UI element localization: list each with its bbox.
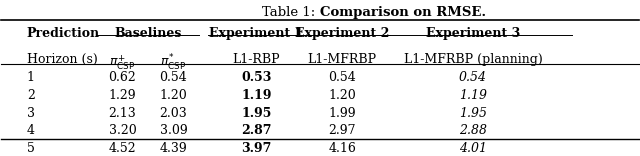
Text: Prediction: Prediction (27, 27, 100, 40)
Text: 0.62: 0.62 (109, 71, 136, 85)
Text: 5: 5 (27, 142, 35, 155)
Text: Baselines: Baselines (115, 27, 182, 40)
Text: 1.19: 1.19 (459, 89, 487, 102)
Text: 3.09: 3.09 (159, 124, 188, 137)
Text: 0.54: 0.54 (159, 71, 188, 85)
Text: $\pi_{\mathrm{CSP}}^{*}$: $\pi_{\mathrm{CSP}}^{*}$ (161, 53, 186, 73)
Text: 3.97: 3.97 (241, 142, 271, 155)
Text: 2.03: 2.03 (159, 107, 188, 119)
Text: Experiment 2: Experiment 2 (295, 27, 390, 40)
Text: L1-MFRBP: L1-MFRBP (308, 53, 377, 66)
Text: 1.95: 1.95 (241, 107, 271, 119)
Text: 2: 2 (27, 89, 35, 102)
Text: 3: 3 (27, 107, 35, 119)
Text: L1-MFRBP (planning): L1-MFRBP (planning) (404, 53, 542, 66)
Text: 1.95: 1.95 (459, 107, 487, 119)
Text: Comparison on RMSE.: Comparison on RMSE. (320, 6, 486, 19)
Text: 0.53: 0.53 (241, 71, 271, 85)
Text: 0.54: 0.54 (328, 71, 356, 85)
Text: Experiment 1: Experiment 1 (209, 27, 303, 40)
Text: 2.88: 2.88 (459, 124, 487, 137)
Text: 1.20: 1.20 (328, 89, 356, 102)
Text: L1-RBP: L1-RBP (232, 53, 280, 66)
Text: 2.97: 2.97 (328, 124, 356, 137)
Text: 1: 1 (27, 71, 35, 85)
Text: 3.20: 3.20 (109, 124, 136, 137)
Text: 2.87: 2.87 (241, 124, 271, 137)
Text: 4.52: 4.52 (109, 142, 136, 155)
Text: 1.20: 1.20 (159, 89, 188, 102)
Text: 2.13: 2.13 (109, 107, 136, 119)
Text: 4: 4 (27, 124, 35, 137)
Text: 4.16: 4.16 (328, 142, 356, 155)
Text: Experiment 3: Experiment 3 (426, 27, 520, 40)
Text: 1.29: 1.29 (109, 89, 136, 102)
Text: 1.19: 1.19 (241, 89, 271, 102)
Text: $\pi_{\mathrm{CSP}}^{+}$: $\pi_{\mathrm{CSP}}^{+}$ (109, 53, 136, 72)
Text: 4.01: 4.01 (459, 142, 487, 155)
Text: 1.99: 1.99 (328, 107, 356, 119)
Text: 4.39: 4.39 (159, 142, 188, 155)
Text: Horizon (s): Horizon (s) (27, 53, 98, 66)
Text: 0.54: 0.54 (459, 71, 487, 85)
Text: Table 1:: Table 1: (262, 6, 320, 19)
